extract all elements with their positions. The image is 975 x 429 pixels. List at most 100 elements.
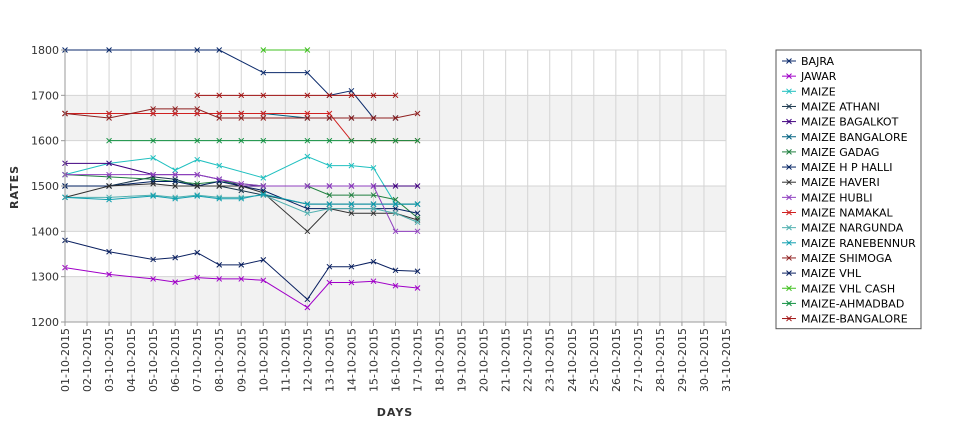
- legend-item: MAIZE ATHANI: [782, 100, 880, 113]
- data-point: [238, 137, 245, 144]
- data-point: [194, 110, 201, 117]
- series-maize-hubli: [62, 171, 421, 235]
- data-point: [392, 267, 399, 274]
- x-tick-label: 20-10-2015: [478, 328, 491, 392]
- data-point: [238, 115, 245, 121]
- data-point: [370, 210, 377, 217]
- data-point: [194, 92, 201, 99]
- data-point: [150, 137, 156, 144]
- legend-marker: [786, 118, 792, 125]
- data-point: [414, 228, 421, 235]
- data-point: [106, 110, 112, 117]
- legend-marker: [786, 179, 792, 186]
- data-point: [326, 110, 333, 117]
- legend-label: JAWAR: [800, 70, 837, 83]
- data-point: [238, 195, 245, 202]
- x-tick-label: 16-10-2015: [390, 328, 403, 392]
- x-tick-label: 13-10-2015: [323, 328, 336, 392]
- x-tick-labels: 01-10-2015 02-10-2015 03-10-2015 04-10-2015…: [59, 322, 733, 392]
- series-maize-ahmadbad: [106, 137, 421, 144]
- data-point: [238, 110, 245, 117]
- data-point: [106, 271, 112, 278]
- legend-marker: [786, 255, 792, 261]
- x-axis-title: DAYS: [377, 406, 413, 419]
- x-tick-label: 23-10-2015: [544, 328, 557, 392]
- data-point: [150, 110, 156, 117]
- legend-marker: [786, 315, 792, 322]
- data-point: [326, 205, 333, 212]
- x-tick-label: 31-10-2015: [720, 328, 733, 392]
- data-point: [194, 249, 201, 256]
- data-point: [216, 262, 223, 268]
- data-point: [348, 137, 355, 144]
- data-point: [326, 201, 333, 207]
- y-tick-label: 1600: [31, 135, 59, 148]
- data-point: [150, 180, 156, 187]
- data-point: [260, 110, 267, 117]
- data-point: [370, 165, 377, 171]
- data-point: [194, 156, 201, 163]
- data-point: [348, 201, 355, 207]
- data-point: [370, 137, 377, 144]
- legend-item: JAWAR: [782, 70, 837, 83]
- legend-label: MAIZE GADAG: [801, 146, 879, 159]
- x-tick-label: 17-10-2015: [412, 328, 425, 392]
- x-tick-label: 02-10-2015: [81, 328, 94, 392]
- data-point: [216, 110, 223, 117]
- data-point: [370, 183, 377, 189]
- x-tick-label: 10-10-2015: [257, 328, 270, 392]
- data-point: [414, 201, 421, 207]
- legend-item: MAIZE NARGUNDA: [782, 222, 904, 235]
- y-tick-label: 1400: [31, 225, 59, 238]
- data-point: [326, 183, 333, 189]
- data-point: [348, 263, 355, 270]
- legend-label: MAIZE NAMAKAL: [801, 207, 894, 220]
- data-point: [106, 174, 112, 180]
- x-tick-label: 04-10-2015: [125, 328, 138, 392]
- x-tick-label: 28-10-2015: [654, 328, 667, 392]
- legend-item: MAIZE RANEBENNUR: [782, 237, 916, 250]
- data-point: [348, 192, 355, 198]
- data-point: [414, 268, 421, 275]
- x-tick-label: 22-10-2015: [522, 328, 535, 392]
- legend-box: [775, 49, 922, 330]
- data-point: [260, 115, 267, 121]
- legend-item: MAIZE H P HALLI: [782, 161, 892, 174]
- legend-label: MAIZE BANGALORE: [801, 131, 908, 144]
- x-tick-label: 06-10-2015: [169, 328, 182, 392]
- series-maize-shimoga: [62, 106, 421, 121]
- data-point: [150, 176, 156, 183]
- series-line: [65, 174, 418, 232]
- series-maize-vhl: [62, 237, 421, 303]
- data-point: [304, 210, 311, 217]
- data-point: [238, 262, 245, 268]
- data-point: [392, 210, 399, 217]
- legend-label: MAIZE RANEBENNUR: [801, 237, 916, 250]
- data-point: [326, 115, 333, 121]
- data-point: [304, 110, 311, 117]
- legend-marker: [786, 239, 792, 246]
- series-jawar: [62, 264, 421, 311]
- data-point: [348, 279, 355, 286]
- y-tick-labels: 1200 1300 1400 1500 1600 1700 1800: [31, 44, 65, 329]
- legend-marker: [786, 209, 792, 216]
- data-point: [172, 106, 179, 112]
- data-point: [216, 162, 223, 169]
- data-point: [348, 87, 355, 94]
- x-tick-label: 18-10-2015: [434, 328, 447, 392]
- data-point: [172, 171, 179, 178]
- data-point: [150, 155, 156, 161]
- data-point: [106, 183, 112, 189]
- legend-marker: [786, 133, 792, 140]
- data-point: [392, 228, 399, 235]
- legend-marker: [786, 285, 792, 292]
- data-point: [150, 178, 156, 185]
- series-line: [64, 108, 418, 119]
- legend-marker: [786, 88, 792, 95]
- data-point: [106, 160, 112, 167]
- data-point: [326, 162, 333, 169]
- legend-label: MAIZE SHIMOGA: [801, 252, 892, 265]
- data-point: [326, 192, 333, 198]
- data-point: [260, 137, 267, 144]
